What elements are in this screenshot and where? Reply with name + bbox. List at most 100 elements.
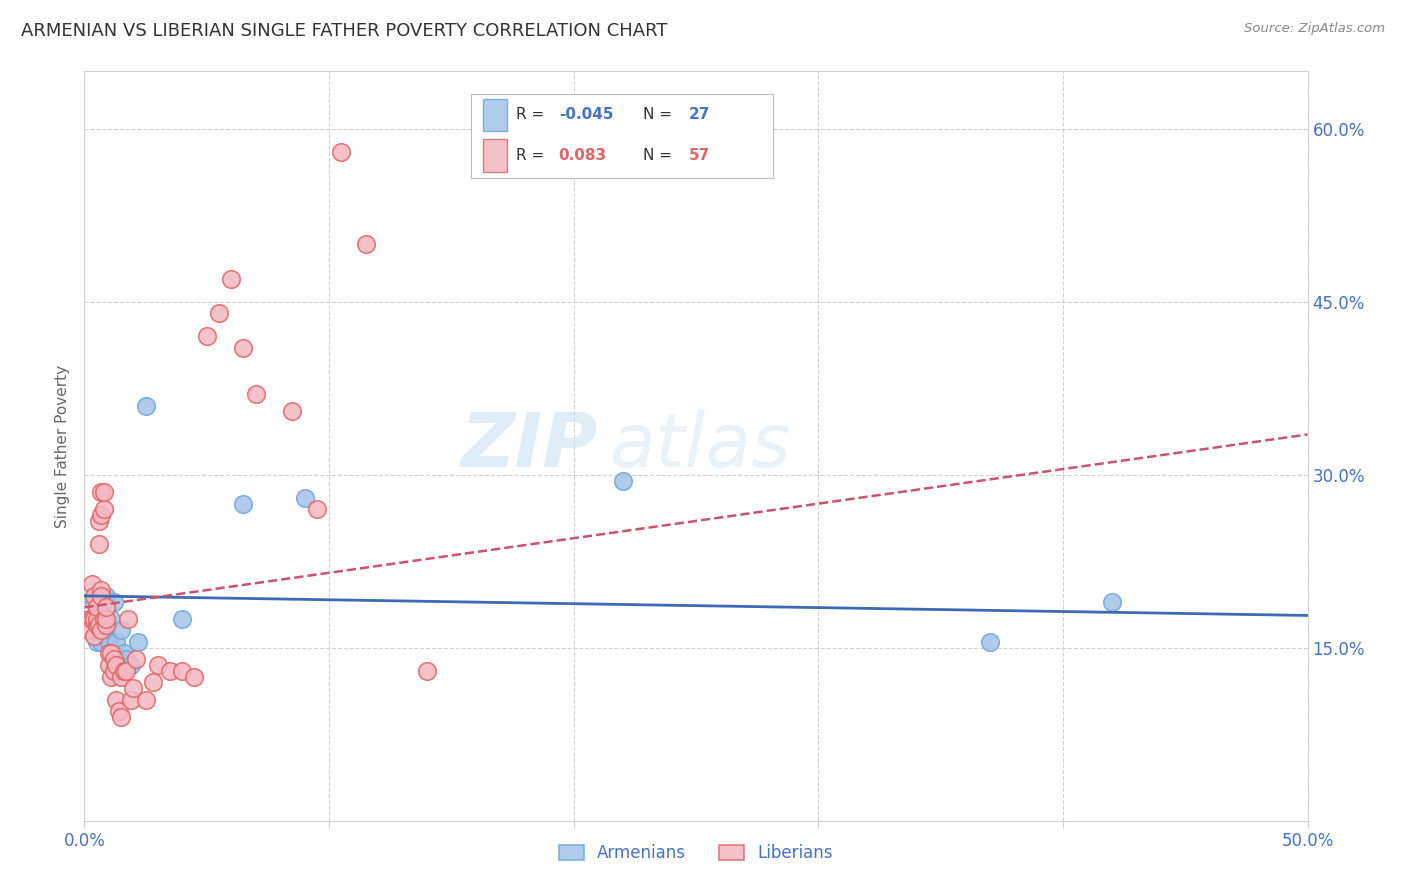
Text: N =: N = — [644, 148, 678, 163]
Text: R =: R = — [516, 107, 550, 122]
FancyBboxPatch shape — [484, 99, 508, 131]
Legend: Armenians, Liberians: Armenians, Liberians — [553, 838, 839, 869]
Point — [105, 658, 128, 673]
Point — [125, 652, 148, 666]
Point — [83, 612, 105, 626]
Point — [86, 612, 108, 626]
Point — [110, 710, 132, 724]
Point — [612, 474, 634, 488]
Point — [115, 664, 138, 678]
Point — [110, 669, 132, 683]
Point — [90, 589, 112, 603]
Point — [100, 647, 122, 661]
Point — [127, 635, 149, 649]
Point — [77, 624, 100, 638]
Point — [90, 583, 112, 598]
Point — [90, 485, 112, 500]
Point — [93, 617, 115, 632]
Point — [93, 485, 115, 500]
Point — [83, 629, 105, 643]
Point — [305, 502, 328, 516]
Point — [97, 647, 120, 661]
Point — [97, 658, 120, 673]
Point — [112, 664, 135, 678]
Point — [195, 329, 218, 343]
Point — [120, 692, 142, 706]
Point — [416, 664, 439, 678]
Point — [159, 664, 181, 678]
Point — [294, 491, 316, 505]
Point — [979, 635, 1001, 649]
Point — [103, 664, 125, 678]
Point — [87, 537, 110, 551]
Point — [90, 624, 112, 638]
Point — [1101, 594, 1123, 608]
Text: ARMENIAN VS LIBERIAN SINGLE FATHER POVERTY CORRELATION CHART: ARMENIAN VS LIBERIAN SINGLE FATHER POVER… — [21, 22, 668, 40]
Text: 57: 57 — [689, 148, 710, 163]
Text: R =: R = — [516, 148, 554, 163]
Text: -0.045: -0.045 — [558, 107, 613, 122]
Point — [146, 658, 169, 673]
Point — [90, 635, 112, 649]
Point — [103, 652, 125, 666]
Point — [135, 399, 157, 413]
FancyBboxPatch shape — [484, 139, 508, 171]
Point — [96, 600, 118, 615]
Text: N =: N = — [644, 107, 678, 122]
Point — [87, 514, 110, 528]
Point — [122, 681, 145, 695]
Point — [208, 306, 231, 320]
Point — [86, 612, 108, 626]
Point — [86, 617, 108, 632]
Point — [105, 692, 128, 706]
Point — [115, 652, 138, 666]
Point — [172, 664, 194, 678]
Point — [183, 669, 205, 683]
Point — [93, 612, 115, 626]
Y-axis label: Single Father Poverty: Single Father Poverty — [55, 365, 70, 527]
Point — [142, 675, 165, 690]
Point — [105, 635, 128, 649]
Point — [107, 704, 129, 718]
Point — [80, 612, 103, 626]
Point — [97, 635, 120, 649]
Point — [80, 577, 103, 591]
Point — [93, 502, 115, 516]
Point — [110, 624, 132, 638]
Point — [232, 497, 254, 511]
Point — [107, 652, 129, 666]
Point — [120, 658, 142, 673]
Text: 0.083: 0.083 — [558, 148, 607, 163]
Point — [330, 145, 353, 159]
Point — [83, 589, 105, 603]
Point — [90, 606, 112, 620]
Text: ZIP: ZIP — [461, 409, 598, 483]
Point — [96, 612, 118, 626]
Text: 27: 27 — [689, 107, 710, 122]
Point — [100, 612, 122, 626]
Point — [219, 272, 242, 286]
Point — [87, 624, 110, 638]
Point — [112, 647, 135, 661]
Point — [96, 624, 118, 638]
Point — [96, 589, 118, 603]
Point — [86, 600, 108, 615]
Point — [135, 692, 157, 706]
Point — [100, 669, 122, 683]
Point — [80, 612, 103, 626]
Point — [172, 612, 194, 626]
Point — [117, 612, 139, 626]
Point — [96, 617, 118, 632]
Point — [83, 594, 105, 608]
Point — [245, 387, 267, 401]
Point — [87, 617, 110, 632]
Text: Source: ZipAtlas.com: Source: ZipAtlas.com — [1244, 22, 1385, 36]
Point — [354, 237, 377, 252]
Text: atlas: atlas — [610, 410, 792, 482]
Point — [281, 404, 304, 418]
Point — [86, 635, 108, 649]
Point — [77, 612, 100, 626]
Point — [103, 594, 125, 608]
Point — [90, 508, 112, 523]
Point — [232, 341, 254, 355]
